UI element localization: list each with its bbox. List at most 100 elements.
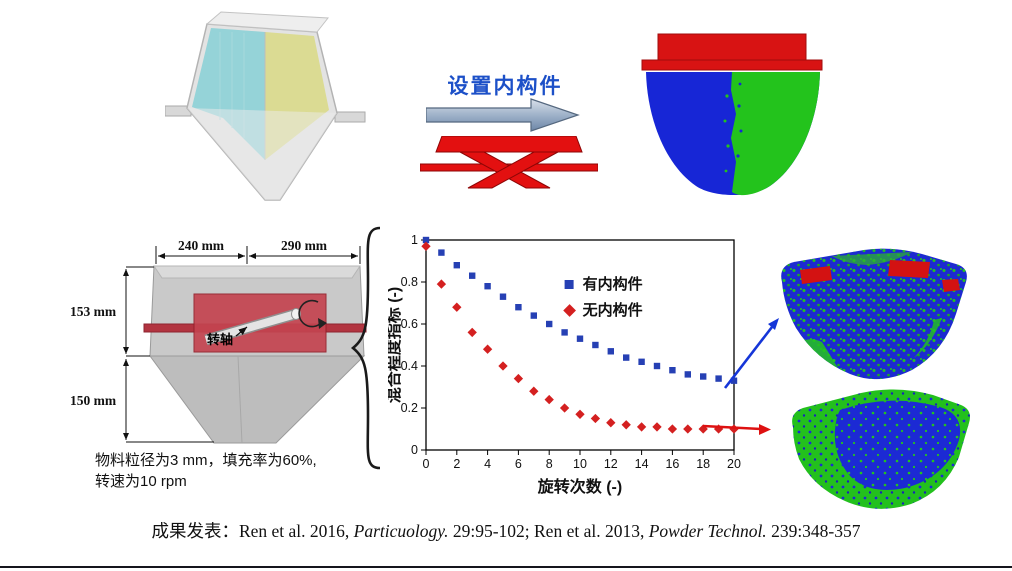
data-point-diamond bbox=[667, 424, 678, 434]
data-point-square bbox=[469, 272, 476, 279]
legend-label: 无内构件 bbox=[582, 301, 643, 319]
interface-speckle bbox=[723, 82, 743, 173]
citation: 成果发表：Ren et al. 2016, Particuology. 29:9… bbox=[0, 518, 1012, 543]
data-point-square bbox=[638, 358, 645, 365]
legend-marker-square bbox=[564, 280, 574, 289]
internals-red-model bbox=[420, 136, 598, 189]
data-point-square bbox=[607, 348, 614, 355]
data-point-square bbox=[438, 249, 445, 256]
citation-text: 239:348-357 bbox=[766, 521, 861, 541]
operating-parameters: 物料粒径为3 mm，填充率为60%, 转速为10 rpm bbox=[95, 450, 317, 492]
mixer-3d-render bbox=[165, 11, 366, 201]
y-tick-label: 1 bbox=[411, 233, 418, 247]
blue-pointer-arrowhead bbox=[768, 318, 779, 330]
x-axis-label: 旋转次数 (-) bbox=[537, 477, 622, 496]
data-point-diamond bbox=[436, 279, 447, 289]
data-point-square bbox=[422, 236, 430, 244]
x-tick-label: 2 bbox=[453, 457, 460, 471]
data-point-square bbox=[653, 362, 661, 370]
dim-150-label: 150 mm bbox=[70, 393, 117, 408]
x-tick-label: 8 bbox=[546, 457, 553, 471]
mixer-dimension-diagram: 转轴 240 mm 290 mm 153 mm 150 mm bbox=[70, 238, 367, 444]
x-tick-label: 4 bbox=[484, 457, 491, 471]
data-point-diamond bbox=[559, 403, 570, 413]
bottom-border-rule bbox=[0, 566, 1012, 568]
rotation-arrow bbox=[298, 299, 323, 328]
particles-green-half bbox=[731, 72, 820, 196]
internals-blade-2 bbox=[467, 151, 559, 189]
snapshot-without-internals bbox=[792, 389, 970, 509]
x-tick-label: 14 bbox=[635, 457, 649, 471]
mixed-particles-speckle bbox=[781, 248, 967, 380]
red-internal-piece bbox=[888, 260, 930, 278]
data-point-square bbox=[561, 329, 568, 336]
red-pointer-arrowhead bbox=[759, 424, 771, 435]
data-point-diamond bbox=[482, 344, 493, 354]
y-tick-label: 0.8 bbox=[401, 275, 418, 289]
data-point-diamond bbox=[452, 302, 462, 312]
dim-240-label: 240 mm bbox=[178, 238, 225, 253]
dim-290-label: 290 mm bbox=[281, 238, 328, 253]
x-tick-label: 18 bbox=[696, 457, 710, 471]
data-point-square bbox=[530, 312, 537, 319]
shaft-end-cap bbox=[291, 308, 301, 320]
rotation-arrowhead bbox=[318, 318, 327, 329]
x-tick-label: 12 bbox=[604, 457, 618, 471]
data-point-diamond bbox=[575, 409, 585, 419]
y-axis-label: 混合程度指标 (-) bbox=[388, 287, 403, 403]
data-point-square bbox=[669, 367, 676, 374]
y-tick-label: 0.4 bbox=[401, 359, 418, 373]
data-point-square bbox=[546, 320, 553, 328]
data-point-diamond bbox=[421, 241, 431, 251]
y-tick-label: 0.2 bbox=[401, 401, 418, 415]
arrow-label: 设置内构件 bbox=[447, 75, 563, 98]
legend-marker-diamond bbox=[563, 304, 576, 317]
data-point-square bbox=[576, 335, 584, 342]
data-point-diamond bbox=[621, 420, 631, 430]
red-internal-piece bbox=[942, 279, 960, 292]
y-tick-label: 0 bbox=[411, 443, 418, 457]
right-arrow-icon bbox=[426, 98, 580, 132]
red-pointer-line bbox=[702, 424, 762, 431]
result-pointer-arrows bbox=[702, 318, 779, 435]
vessel-lower-cone bbox=[149, 355, 366, 444]
shaft-pointer-line bbox=[235, 326, 248, 337]
fat-arrow-shape bbox=[426, 98, 580, 132]
data-point-square bbox=[684, 371, 691, 378]
data-point-diamond bbox=[467, 327, 477, 338]
brace-path bbox=[350, 226, 381, 470]
x-tick-label: 0 bbox=[423, 457, 430, 471]
segregated-particles-detail bbox=[792, 389, 970, 509]
shaft-cylinder bbox=[204, 310, 298, 344]
y-tick-label: 0.6 bbox=[401, 317, 418, 331]
legend-label: 有内构件 bbox=[583, 275, 643, 293]
mixing-index-chart: 0 2 4 6 8 10 12 14 16 18 20 0 0.2 0.4 0.6 0.8 1 旋转次数 (-) 混… bbox=[388, 233, 741, 496]
data-point-square bbox=[730, 377, 738, 384]
data-point-square bbox=[453, 262, 460, 269]
internals-top-plate bbox=[435, 136, 583, 153]
citation-text: 成果发表：Ren et al. 2016, bbox=[151, 521, 354, 541]
data-point-diamond bbox=[636, 422, 647, 432]
sim-internals-slab bbox=[657, 33, 807, 61]
red-internal-piece bbox=[800, 266, 832, 284]
x-tick-label: 16 bbox=[665, 457, 679, 471]
param-line-1: 物料粒径为3 mm，填充率为60%, bbox=[95, 452, 317, 469]
blue-pointer-line bbox=[723, 326, 774, 389]
x-tick-label: 10 bbox=[573, 457, 587, 471]
data-point-diamond bbox=[544, 394, 554, 405]
journal-name: Powder Technol. bbox=[648, 521, 767, 541]
x-tick-label: 20 bbox=[727, 457, 741, 471]
data-point-square bbox=[484, 283, 491, 290]
data-point-square bbox=[499, 293, 507, 300]
data-point-diamond bbox=[652, 422, 662, 432]
vessel-top-face bbox=[153, 265, 361, 279]
vessel-top-face bbox=[205, 11, 329, 33]
x-tick-label: 6 bbox=[515, 457, 522, 471]
data-point-diamond bbox=[606, 418, 616, 428]
param-line-2: 转速为10 rpm bbox=[95, 473, 187, 490]
snapshot-with-internals bbox=[781, 248, 967, 380]
data-point-square bbox=[715, 375, 722, 382]
citation-text: 29:95-102; Ren et al. 2013, bbox=[448, 521, 649, 541]
data-point-diamond bbox=[498, 361, 508, 371]
shaft-stub-right bbox=[334, 111, 366, 123]
